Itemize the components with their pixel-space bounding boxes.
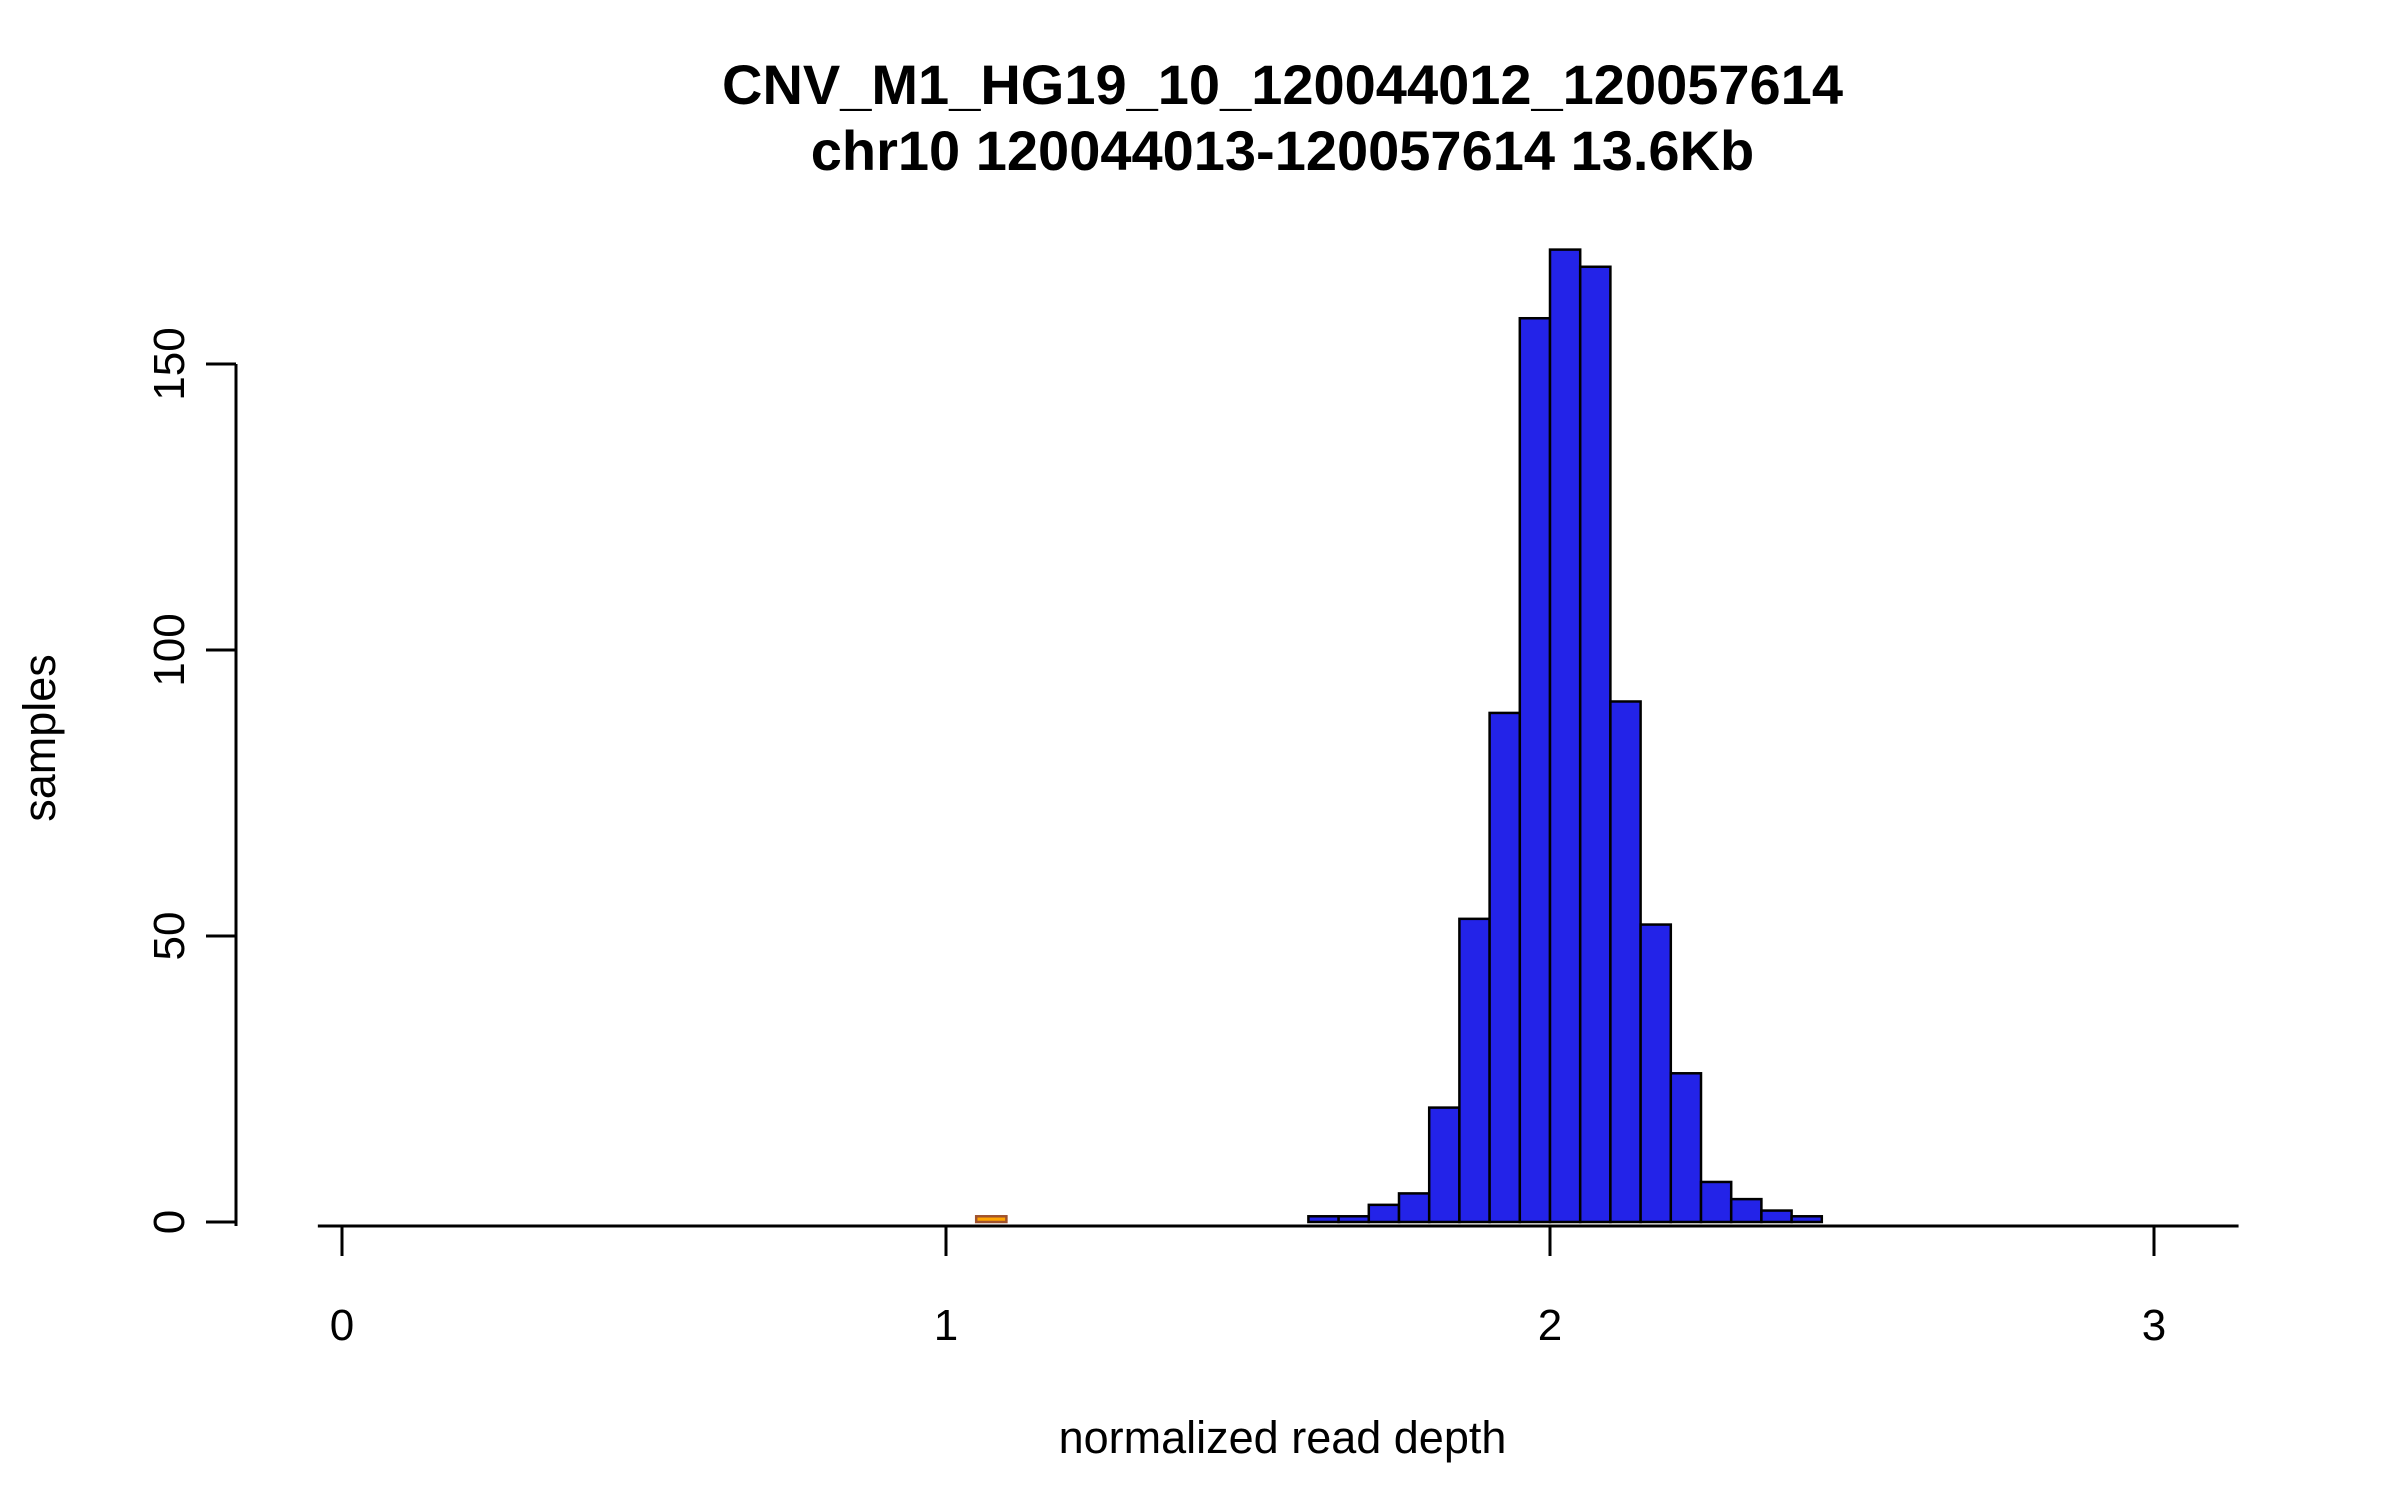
histogram-bar — [1669, 1072, 1703, 1224]
x-tick-label: 0 — [330, 1301, 354, 1350]
y-tick-label: 100 — [145, 613, 194, 686]
histogram-bar — [1790, 1215, 1824, 1224]
histogram-bar — [1699, 1180, 1733, 1224]
chart-title-block: CNV_M1_HG19_10_120044012_120057614 chr10… — [330, 52, 2235, 184]
histogram-bar — [1307, 1215, 1340, 1224]
histogram-bar — [1427, 1106, 1461, 1224]
histogram-bar — [1488, 711, 1522, 1224]
histogram-bar — [1578, 265, 1612, 1224]
histogram-bar — [1729, 1197, 1763, 1224]
y-tick-label: 150 — [145, 327, 194, 400]
histogram-bar — [1609, 700, 1642, 1224]
histogram-bar-highlight — [974, 1215, 1008, 1224]
histogram-bar — [1367, 1203, 1401, 1224]
histogram-bar — [1337, 1215, 1371, 1224]
histogram-bar — [1548, 248, 1582, 1224]
chart-title: CNV_M1_HG19_10_120044012_120057614 — [722, 53, 1843, 116]
histogram-bar — [1760, 1209, 1793, 1224]
x-tick-label: 3 — [2142, 1301, 2166, 1350]
x-axis-label: normalized read depth — [1058, 1412, 1507, 1463]
histogram-bar — [1458, 917, 1491, 1224]
chart-subtitle: chr10 120044013-120057614 13.6Kb — [810, 119, 1755, 183]
y-tick-label: 50 — [145, 912, 194, 961]
histogram-bar — [1518, 316, 1552, 1224]
histogram-bar — [1397, 1192, 1431, 1224]
x-tick-label: 2 — [1538, 1301, 1562, 1350]
histogram-bar — [1639, 923, 1673, 1224]
y-tick-label: 0 — [145, 1210, 194, 1234]
x-tick-label: 1 — [934, 1301, 958, 1350]
